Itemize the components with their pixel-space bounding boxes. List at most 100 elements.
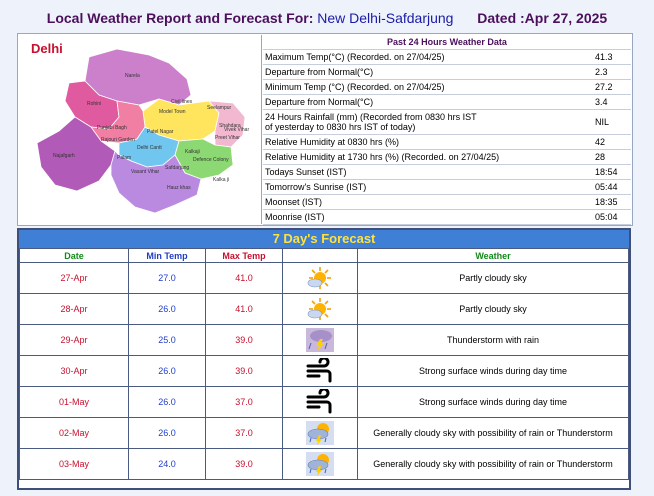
forecast-weather: Strong surface winds during day time xyxy=(357,386,629,418)
map-title: Delhi xyxy=(31,41,63,56)
thunderstorm-rain-icon xyxy=(305,328,335,352)
forecast-icon-cell xyxy=(282,417,358,449)
report-date: Dated :Apr 27, 2025 xyxy=(477,10,608,26)
past-24h-row: Moonrise (IST) 05:04 xyxy=(263,209,631,225)
col-icon xyxy=(282,248,358,263)
past-24h-label-text: Todays Sunset (IST) xyxy=(265,167,347,177)
map-label-rohini: Rohini xyxy=(87,101,101,107)
past-24h-label: Relative Humidity at 0830 hrs (%) xyxy=(263,134,593,150)
past-24h-value: 2.3 xyxy=(593,64,631,80)
forecast-row: 03-May 24.0 39.0 Generally cloudy sky with … xyxy=(19,448,629,480)
forecast-table: Date Min Temp Max Temp Weather 27-Apr 27.… xyxy=(19,248,629,480)
forecast-row: 02-May 26.0 37.0 Generally cloudy sky with … xyxy=(19,417,629,449)
map-label-patel-nagar: Patel Nagar xyxy=(147,129,174,135)
strong-wind-icon xyxy=(305,358,335,383)
past-24h-label: Tomorrow's Sunrise (IST) xyxy=(263,179,593,195)
cloudy-rain-thunder-icon xyxy=(305,452,335,476)
map-label-delhi-cantt: Delhi Cantt xyxy=(137,145,162,151)
past-24h-row: Departure from Normal(°C) 2.3 xyxy=(263,64,631,80)
title-prefix: Local Weather Report and Forecast For: xyxy=(46,10,314,26)
forecast-date: 03-May xyxy=(19,448,129,480)
map-label-vasant-vihar: Vasant Vihar xyxy=(131,169,160,175)
map-label-safdarjung: Safdarjung xyxy=(165,165,189,171)
past-24h-heading: Past 24 Hours Weather Data xyxy=(263,35,631,50)
past-24h-label: Relative Humidity at 1730 hrs (%) (Recor… xyxy=(263,149,593,165)
report-title: Local Weather Report and Forecast For: N… xyxy=(0,10,654,26)
map-label-vivek-vihar: Vivek Vihar xyxy=(224,127,249,133)
col-min-temp: Min Temp xyxy=(128,248,206,263)
map-label-palam: Palam xyxy=(117,155,131,161)
forecast-min-temp: 25.0 xyxy=(128,324,206,356)
map-label-defence-colony: Defence Colony xyxy=(193,157,229,163)
forecast-weather: Strong surface winds during day time xyxy=(357,355,629,387)
forecast-max-temp: 39.0 xyxy=(205,355,283,387)
past-24h-label: 24 Hours Rainfall (mm) (Recorded from 08… xyxy=(263,109,593,135)
forecast-weather: Generally cloudy sky with possibility of… xyxy=(357,448,629,480)
past-24h-row: Relative Humidity at 0830 hrs (%) 42 xyxy=(263,134,631,150)
past-24h-value: 18:54 xyxy=(593,164,631,180)
map-label-rajouri-garden: Rajouri Garden xyxy=(101,137,135,143)
map-label-seelampur: Seelampur xyxy=(207,105,232,111)
forecast-date: 27-Apr xyxy=(19,262,129,294)
map-graphic: Narela Rohini Civil lines Model Town See… xyxy=(36,48,249,214)
past-24h-row: 24 Hours Rainfall (mm) (Recorded from 08… xyxy=(263,109,631,135)
forecast-date: 28-Apr xyxy=(19,293,129,325)
past-24h-label: Todays Sunset (IST) xyxy=(263,164,593,180)
map-label-kalka-ji: Kalka ji xyxy=(213,177,229,183)
past-24h-label-text: Maximum Temp(°C) (Recorded. on 27/04/25) xyxy=(265,52,445,62)
past-24h-label: Moonset (IST) xyxy=(263,194,593,210)
forecast-row: 01-May 26.0 37.0 Strong surface winds durin… xyxy=(19,386,629,418)
current-data-panel: Narela Rohini Civil lines Model Town See… xyxy=(17,33,633,226)
forecast-row: 28-Apr 26.0 41.0 Partly cloudy sky xyxy=(19,293,629,325)
forecast-max-temp: 37.0 xyxy=(205,386,283,418)
map-label-model-town: Model Town xyxy=(159,109,186,115)
forecast-min-temp: 26.0 xyxy=(128,386,206,418)
forecast-row: 30-Apr 26.0 39.0 Strong surface winds durin… xyxy=(19,355,629,387)
past-24h-table: Past 24 Hours Weather Data Maximum Temp(… xyxy=(263,35,631,225)
past-24h-row: Tomorrow's Sunrise (IST) 05:44 xyxy=(263,179,631,195)
past-24h-label-text: Moonset (IST) xyxy=(265,197,323,207)
past-24h-value: NIL xyxy=(593,109,631,135)
past-24h-row: Moonset (IST) 18:35 xyxy=(263,194,631,210)
forecast-date: 01-May xyxy=(19,386,129,418)
forecast-icon-cell xyxy=(282,386,358,418)
past-24h-value: 27.2 xyxy=(593,79,631,95)
forecast-max-temp: 41.0 xyxy=(205,262,283,294)
past-24h-label-text: Departure from Normal(°C) xyxy=(265,97,374,107)
station-name: New Delhi-Safdarjung xyxy=(317,10,454,26)
past-24h-label: Departure from Normal(°C) xyxy=(263,64,593,80)
past-24h-value: 05:04 xyxy=(593,209,631,225)
past-24h-label-text: Tomorrow's Sunrise (IST) xyxy=(265,182,367,192)
past-24h-label-text: 24 Hours Rainfall (mm) (Recorded from 08… xyxy=(265,112,477,122)
forecast-weather: Partly cloudy sky xyxy=(357,262,629,294)
map-label-najafgarh: Najafgarh xyxy=(53,153,75,159)
past-24h-value: 42 xyxy=(593,134,631,150)
col-max-temp: Max Temp xyxy=(205,248,283,263)
past-24h-value: 41.3 xyxy=(593,49,631,65)
map-region-west xyxy=(90,100,146,144)
map-region-south xyxy=(110,150,202,214)
past-24h-row: Todays Sunset (IST) 18:54 xyxy=(263,164,631,180)
map-label-civil-lines: Civil lines xyxy=(171,99,193,105)
map-label-shahdara: Shahdara xyxy=(219,123,241,129)
forecast-min-temp: 24.0 xyxy=(128,448,206,480)
past-24h-row: Departure from Normal(°C) 3.4 xyxy=(263,94,631,110)
past-24h-label: Departure from Normal(°C) xyxy=(263,94,593,110)
forecast-min-temp: 26.0 xyxy=(128,355,206,387)
forecast-title: 7 Day's Forecast xyxy=(19,230,629,248)
forecast-max-temp: 41.0 xyxy=(205,293,283,325)
forecast-icon-cell xyxy=(282,448,358,480)
map-label-preet-vihar: Preet Vihar xyxy=(215,135,240,141)
forecast-max-temp: 39.0 xyxy=(205,448,283,480)
partly-cloudy-icon xyxy=(305,298,335,320)
past-24h-label-text-2: of yesterday to 0830 hrs IST of today) xyxy=(265,122,416,132)
forecast-date: 29-Apr xyxy=(19,324,129,356)
forecast-min-temp: 27.0 xyxy=(128,262,206,294)
past-24h-label-text: Relative Humidity at 0830 hrs (%) xyxy=(265,137,400,147)
map-label-kalkaji: Kalkaji xyxy=(185,149,200,155)
past-24h-label: Moonrise (IST) xyxy=(263,209,593,225)
past-24h-row: Maximum Temp(°C) (Recorded. on 27/04/25)… xyxy=(263,49,631,65)
forecast-row: 27-Apr 27.0 41.0 Partly cloudy sky xyxy=(19,262,629,294)
col-date: Date xyxy=(19,248,129,263)
forecast-row: 29-Apr 25.0 39.0 Thunderstorm with rain xyxy=(19,324,629,356)
